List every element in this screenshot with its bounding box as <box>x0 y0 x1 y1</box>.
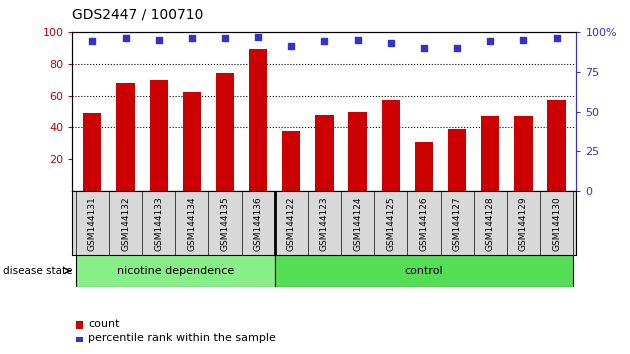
Text: GSM144132: GSM144132 <box>121 196 130 251</box>
Bar <box>415 142 433 191</box>
Bar <box>514 116 532 191</box>
Point <box>452 45 462 51</box>
Point <box>386 40 396 46</box>
Bar <box>448 129 466 191</box>
Text: control: control <box>404 266 444 276</box>
Bar <box>547 101 566 191</box>
Point <box>518 37 529 42</box>
Bar <box>316 115 333 191</box>
Bar <box>149 80 168 191</box>
Point <box>485 39 495 44</box>
Text: GSM144133: GSM144133 <box>154 196 163 251</box>
Bar <box>282 131 301 191</box>
Point <box>154 37 164 42</box>
Text: GSM144127: GSM144127 <box>452 196 462 251</box>
Bar <box>249 50 267 191</box>
Text: GSM144124: GSM144124 <box>353 196 362 251</box>
Bar <box>83 113 101 191</box>
Text: count: count <box>88 319 120 329</box>
Point <box>551 35 561 41</box>
Bar <box>216 73 234 191</box>
Text: GSM144130: GSM144130 <box>552 196 561 251</box>
Text: GDS2447 / 100710: GDS2447 / 100710 <box>72 7 204 21</box>
Bar <box>348 112 367 191</box>
Point <box>253 34 263 40</box>
Bar <box>275 255 573 287</box>
Point <box>220 35 230 41</box>
Text: disease state: disease state <box>3 266 72 276</box>
Point <box>186 35 197 41</box>
Text: GSM144122: GSM144122 <box>287 196 296 251</box>
Text: nicotine dependence: nicotine dependence <box>117 266 234 276</box>
Bar <box>117 83 135 191</box>
Point <box>319 39 329 44</box>
Text: GSM144136: GSM144136 <box>254 196 263 251</box>
Point <box>286 44 296 49</box>
Point <box>120 35 130 41</box>
Point <box>353 37 363 42</box>
Bar <box>382 101 400 191</box>
Text: percentile rank within the sample: percentile rank within the sample <box>88 333 276 343</box>
Text: GSM144131: GSM144131 <box>88 196 97 251</box>
Text: GSM144134: GSM144134 <box>187 196 197 251</box>
Text: GSM144129: GSM144129 <box>519 196 528 251</box>
Text: GSM144125: GSM144125 <box>386 196 395 251</box>
Bar <box>183 92 201 191</box>
Text: GSM144135: GSM144135 <box>220 196 229 251</box>
Point <box>419 45 429 51</box>
Bar <box>76 255 275 287</box>
Text: GSM144123: GSM144123 <box>320 196 329 251</box>
Bar <box>481 116 500 191</box>
Text: GSM144126: GSM144126 <box>420 196 428 251</box>
Point <box>88 39 98 44</box>
Text: GSM144128: GSM144128 <box>486 196 495 251</box>
